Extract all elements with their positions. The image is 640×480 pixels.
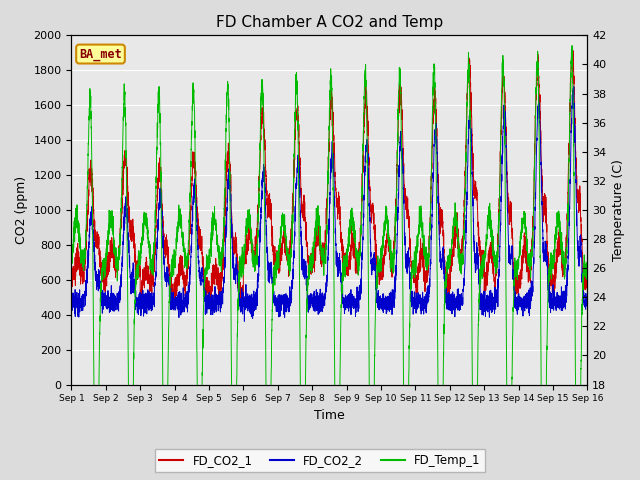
Y-axis label: Temperature (C): Temperature (C) bbox=[612, 159, 625, 261]
Text: BA_met: BA_met bbox=[79, 48, 122, 60]
X-axis label: Time: Time bbox=[314, 409, 345, 422]
Legend: FD_CO2_1, FD_CO2_2, FD_Temp_1: FD_CO2_1, FD_CO2_2, FD_Temp_1 bbox=[155, 449, 485, 472]
Y-axis label: CO2 (ppm): CO2 (ppm) bbox=[15, 176, 28, 244]
Title: FD Chamber A CO2 and Temp: FD Chamber A CO2 and Temp bbox=[216, 15, 443, 30]
